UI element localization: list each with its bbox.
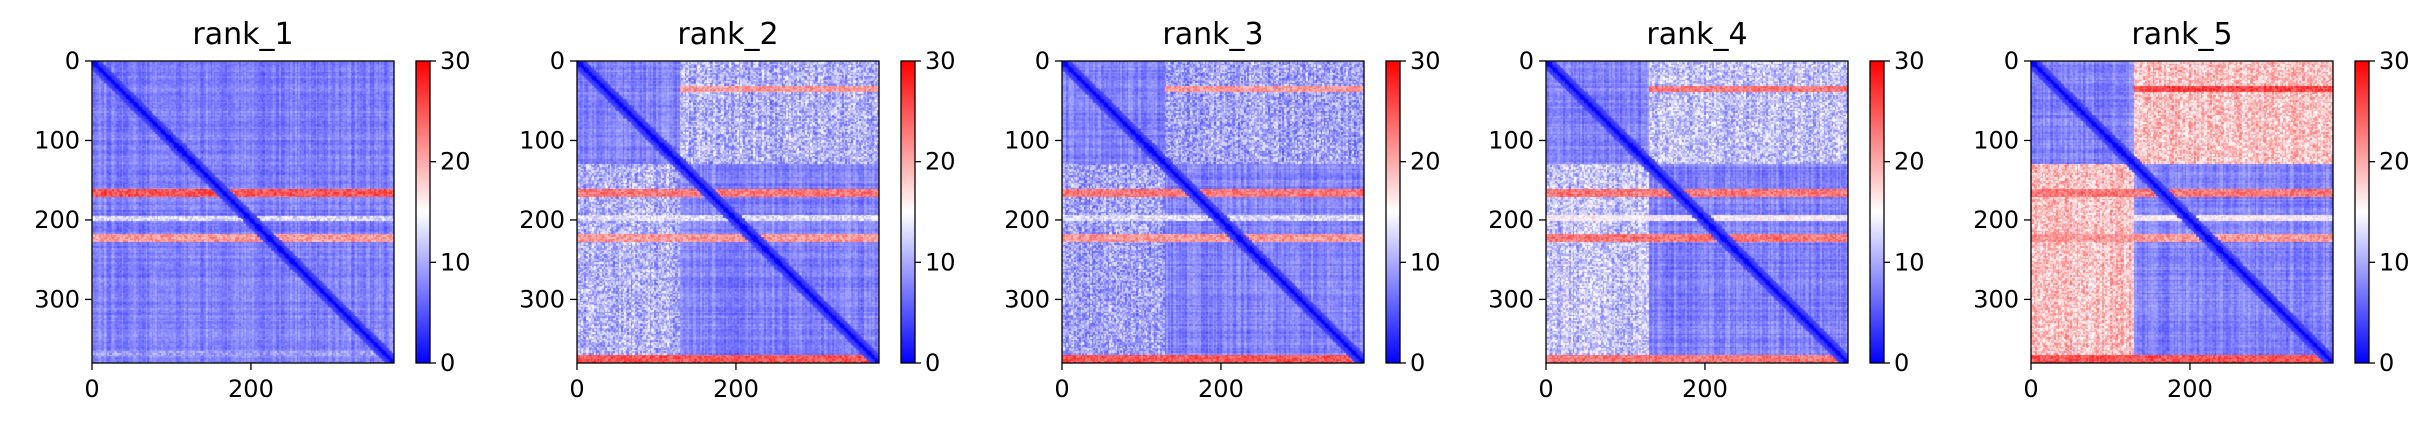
- colorbar: [2354, 60, 2370, 364]
- x-tick-label: 0: [2023, 375, 2038, 403]
- panel-title: rank_2: [677, 17, 778, 52]
- colorbar-tick-label: 20: [2379, 148, 2410, 176]
- x-tick-label: 200: [2167, 375, 2213, 403]
- axes-frame: [1061, 60, 1365, 364]
- colorbar-tick-label: 10: [1410, 248, 1441, 276]
- y-tick-label: 100: [1488, 126, 1534, 154]
- colorbar-tick-label: 20: [440, 148, 471, 176]
- colorbar-tick-label: 30: [2379, 47, 2410, 75]
- panel-rank-3: rank_3 0 100 200 300 0 200 0 10 20 30: [1004, 17, 1440, 403]
- y-tick-label: 200: [519, 206, 565, 234]
- y-tick-label: 300: [1973, 285, 2019, 313]
- x-tick-label: 200: [228, 375, 274, 403]
- heatmap-image: [1062, 61, 1364, 363]
- axes-frame: [1545, 60, 1849, 364]
- y-tick-label: 200: [34, 206, 80, 234]
- x-tick-label: 0: [1538, 375, 1553, 403]
- y-tick-label: 0: [550, 47, 565, 75]
- colorbar-tick-label: 30: [925, 47, 956, 75]
- y-tick-label: 200: [1488, 206, 1534, 234]
- y-tick-label: 200: [1004, 206, 1050, 234]
- panel-rank-2: rank_2 0 100 200 300 0 200 0 10 20 30: [519, 17, 955, 403]
- colorbar-tick-label: 20: [1410, 148, 1441, 176]
- panel-rank-1: rank_1 0 100 200 300 0 200 0 10 20 30: [34, 17, 470, 403]
- colorbar: [1869, 60, 1885, 364]
- y-tick-label: 0: [2004, 47, 2019, 75]
- x-tick-label: 200: [713, 375, 759, 403]
- y-tick-label: 100: [1973, 126, 2019, 154]
- colorbar: [415, 60, 431, 364]
- y-tick-label: 300: [1004, 285, 1050, 313]
- colorbar-tick-label: 30: [1894, 47, 1925, 75]
- panel-title: rank_4: [1646, 17, 1747, 52]
- y-tick-label: 100: [34, 126, 80, 154]
- colorbar-tick-label: 10: [925, 248, 956, 276]
- colorbar-tick-label: 0: [2379, 349, 2394, 377]
- y-tick-label: 300: [519, 285, 565, 313]
- panel-rank-4: rank_4 0 100 200 300 0 200 0 10 20 30: [1488, 17, 1924, 403]
- heatmap-image: [577, 61, 879, 363]
- x-tick-label: 0: [84, 375, 99, 403]
- y-tick-label: 0: [65, 47, 80, 75]
- colorbar-tick-label: 30: [1410, 47, 1441, 75]
- panel-title: rank_5: [2131, 17, 2232, 52]
- x-tick-label: 0: [569, 375, 584, 403]
- heatmap-image: [92, 61, 394, 363]
- y-tick-label: 100: [519, 126, 565, 154]
- y-tick-label: 0: [1035, 47, 1050, 75]
- axes-frame: [576, 60, 880, 364]
- y-tick-label: 100: [1004, 126, 1050, 154]
- axes-frame: [91, 60, 395, 364]
- y-tick-label: 300: [34, 285, 80, 313]
- panel-title: rank_1: [192, 17, 293, 52]
- colorbar-tick-label: 20: [1894, 148, 1925, 176]
- heatmap-image: [1546, 61, 1848, 363]
- colorbar-tick-label: 0: [1894, 349, 1909, 377]
- colorbar-tick-label: 10: [440, 248, 471, 276]
- colorbar-tick-label: 10: [2379, 248, 2410, 276]
- colorbar-tick-label: 30: [440, 47, 471, 75]
- panel-rank-5: rank_5 0 100 200 300 0 200 0 10 20 30: [1973, 17, 2409, 403]
- heatmap-image: [2031, 61, 2333, 363]
- colorbar: [900, 60, 916, 364]
- colorbar-tick-label: 20: [925, 148, 956, 176]
- colorbar-tick-label: 0: [925, 349, 940, 377]
- colorbar: [1385, 60, 1401, 364]
- y-tick-label: 300: [1488, 285, 1534, 313]
- x-tick-label: 200: [1682, 375, 1728, 403]
- panel-title: rank_3: [1162, 17, 1263, 52]
- y-tick-label: 0: [1519, 47, 1534, 75]
- axes-frame: [2030, 60, 2334, 364]
- x-tick-label: 0: [1054, 375, 1069, 403]
- x-tick-label: 200: [1198, 375, 1244, 403]
- colorbar-tick-label: 0: [1410, 349, 1425, 377]
- y-tick-label: 200: [1973, 206, 2019, 234]
- colorbar-tick-label: 0: [440, 349, 455, 377]
- colorbar-tick-label: 10: [1894, 248, 1925, 276]
